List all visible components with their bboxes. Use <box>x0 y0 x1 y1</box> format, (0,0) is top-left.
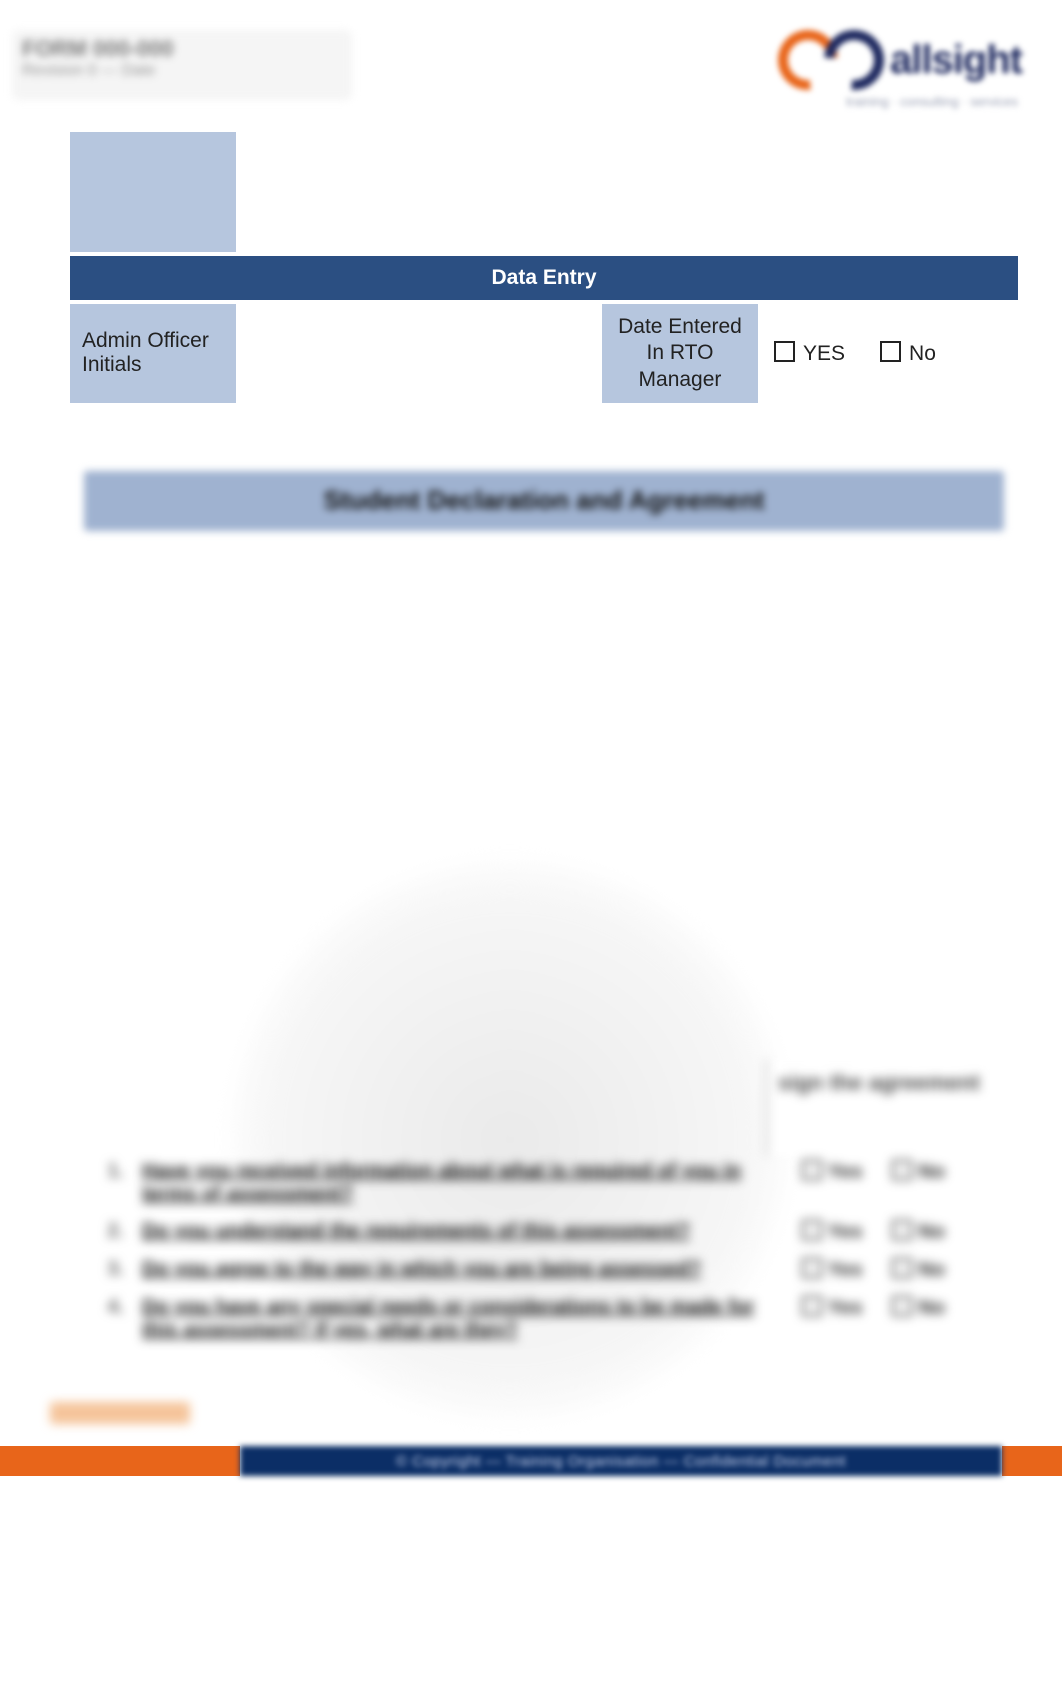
question-number: 4. <box>96 1296 124 1319</box>
form-code-line2: Revision 0 — Date <box>12 62 352 80</box>
question-options: Yes No <box>802 1296 992 1320</box>
question-no[interactable]: No <box>892 1296 945 1320</box>
footer-bar: © Copyright — Training Organisation — Co… <box>0 1446 1062 1476</box>
question-text: Do you understand the requirements of th… <box>142 1220 784 1243</box>
form-area: Data Entry Admin Officer Initials Date E… <box>66 128 1022 531</box>
question-no[interactable]: No <box>892 1160 945 1184</box>
footer-right-orange <box>1002 1446 1062 1476</box>
date-entered-options: YES No <box>760 302 1020 405</box>
question-number: 2. <box>96 1220 124 1243</box>
sign-agreement-label: sign the agreement <box>766 1060 990 1156</box>
brand-word: allsight <box>890 38 1022 83</box>
date-entered-label: Date Entered In RTO Manager <box>600 302 760 405</box>
brand-logo: allsight <box>778 30 1022 90</box>
row1-label <box>68 130 238 254</box>
question-yes[interactable]: Yes <box>802 1160 862 1184</box>
question-row: 2. Do you understand the requirements of … <box>96 1220 992 1244</box>
brand-tagline: training · consulting · services <box>846 94 1018 109</box>
question-number: 1. <box>96 1160 124 1183</box>
question-number: 3. <box>96 1258 124 1281</box>
form-code-block: FORM 000-000 Revision 0 — Date <box>12 30 352 100</box>
form-code-line1: FORM 000-000 <box>12 30 352 62</box>
form-table: Data Entry Admin Officer Initials Date E… <box>66 128 1022 407</box>
data-entry-band: Data Entry <box>68 254 1020 302</box>
brand-mark-icon <box>778 30 884 90</box>
question-yes[interactable]: Yes <box>802 1296 862 1320</box>
question-row: 1. Have you received information about wh… <box>96 1160 992 1206</box>
no-label: No <box>909 342 936 365</box>
row1-value[interactable] <box>238 130 1020 254</box>
question-options: Yes No <box>802 1160 992 1184</box>
admin-initials-value[interactable] <box>238 302 600 405</box>
no-checkbox[interactable]: No <box>880 342 936 365</box>
yes-checkbox[interactable]: YES <box>774 342 845 365</box>
question-yes[interactable]: Yes <box>802 1220 862 1244</box>
question-text: Have you received information about what… <box>142 1160 784 1206</box>
question-options: Yes No <box>802 1220 992 1244</box>
footer-left-orange <box>0 1446 240 1476</box>
question-options: Yes No <box>802 1258 992 1282</box>
question-list: 1. Have you received information about wh… <box>96 1160 992 1356</box>
yes-label: YES <box>803 342 845 365</box>
footer-mid-text: © Copyright — Training Organisation — Co… <box>240 1446 1002 1476</box>
question-row: 4. Do you have any special needs or consi… <box>96 1296 992 1342</box>
declaration-heading: Student Declaration and Agreement <box>84 471 1004 531</box>
question-text: Do you agree to the way in which you are… <box>142 1258 784 1281</box>
footer-small-label <box>50 1402 190 1424</box>
question-text: Do you have any special needs or conside… <box>142 1296 784 1342</box>
question-row: 3. Do you agree to the way in which you a… <box>96 1258 992 1282</box>
admin-initials-label: Admin Officer Initials <box>68 302 238 405</box>
question-no[interactable]: No <box>892 1258 945 1282</box>
question-yes[interactable]: Yes <box>802 1258 862 1282</box>
question-no[interactable]: No <box>892 1220 945 1244</box>
